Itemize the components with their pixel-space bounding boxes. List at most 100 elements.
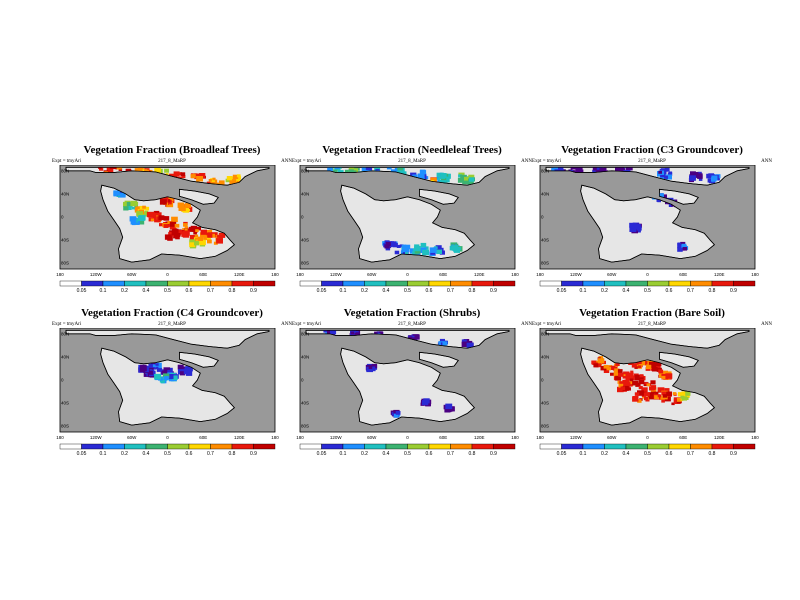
period-label: ANN [281, 322, 292, 327]
field-cell [575, 168, 583, 174]
colorbar-label: 0.05 [77, 288, 87, 294]
colorbar-label: 0.8 [709, 288, 716, 294]
field-cell [638, 359, 646, 366]
x-tick-label: 0 [646, 435, 649, 440]
field-cell [207, 233, 213, 238]
field-cell [173, 171, 180, 177]
field-cell [460, 174, 467, 181]
field-cell [129, 216, 137, 222]
y-tick-label: 40N [61, 191, 69, 196]
colorbar-label: 0.5 [644, 288, 651, 294]
experiment-label: Expt = tmyAri [52, 322, 82, 327]
field-cell [159, 199, 167, 205]
field-cell [445, 403, 453, 410]
x-tick-label: 180 [271, 435, 279, 440]
colorbar-label: 0.8 [469, 451, 476, 457]
field-cell [190, 174, 196, 179]
y-tick-label: 40S [61, 401, 69, 406]
x-tick-label: 0 [406, 435, 409, 440]
field-cell [634, 374, 642, 381]
map-plot: 80N 40N 0 40S 80S 180 120W 60W 0 60E 120E 180 0.05 0.… [56, 328, 279, 457]
colorbar-label: 0.1 [100, 288, 107, 294]
field-cell [439, 250, 445, 255]
colorbar-segment [81, 443, 104, 450]
field-cell [130, 200, 138, 207]
field-cell [600, 365, 607, 371]
field-cell [167, 221, 172, 224]
field-cell [148, 363, 154, 368]
x-tick-label: 60E [679, 435, 687, 440]
x-tick-label: 180 [511, 272, 519, 277]
x-tick-label: 120E [234, 272, 245, 277]
colorbar-segment [450, 280, 473, 287]
y-tick-label: 40N [541, 354, 549, 359]
field-cell [661, 399, 665, 403]
colorbar-segment [59, 443, 82, 450]
field-cell [665, 174, 672, 180]
field-cell [200, 232, 207, 238]
field-cell [436, 249, 442, 254]
field-cell [553, 167, 558, 170]
field-cell [668, 203, 673, 207]
field-cell [165, 173, 169, 176]
field-cell [404, 244, 411, 250]
field-cell [232, 174, 239, 179]
chart-panel: Vegetation Fraction (Needleleaf Trees) Ex… [292, 144, 532, 314]
colorbar-label: 0.2 [601, 451, 608, 457]
field-cell [194, 234, 199, 238]
field-cell [419, 170, 427, 175]
x-tick-label: 120W [570, 272, 583, 277]
field-cell [216, 238, 223, 244]
coastline [100, 347, 235, 426]
field-cell [379, 331, 384, 335]
field-cell [679, 397, 684, 401]
colorbar-segment [407, 443, 430, 450]
experiment-label: Expt = tmyAri [52, 159, 82, 164]
field-cell [663, 396, 668, 400]
field-cell [371, 363, 378, 369]
field-cell [636, 229, 641, 233]
field-cell [642, 395, 646, 399]
map-frame [59, 165, 276, 270]
field-cell [671, 402, 675, 406]
colorbar-segment [231, 443, 254, 450]
map-frame [299, 328, 516, 433]
field-cell [161, 371, 165, 375]
field-cell [206, 237, 211, 241]
x-tick-label: 180 [536, 272, 544, 277]
field-cell [623, 371, 630, 377]
y-tick-label: 80S [541, 261, 549, 266]
field-cell [167, 236, 173, 241]
field-cell [412, 251, 417, 255]
field-cell [134, 168, 141, 173]
field-cell [155, 366, 159, 370]
field-cell [457, 177, 464, 183]
field-cell [572, 167, 579, 169]
experiment-label: Expt = tmyAri [292, 322, 322, 327]
chart-panel: Vegetation Fraction (Bare Soil) Expt = tm… [532, 307, 772, 477]
colorbar-segment [188, 443, 211, 450]
field-cell [650, 385, 657, 390]
period-label: ANN [761, 159, 772, 164]
field-cell [439, 338, 445, 343]
colorbar-segment [321, 443, 344, 450]
colorbar-segment [364, 443, 387, 450]
coastline [419, 188, 459, 205]
colorbar-segment [428, 443, 451, 450]
field-cell [163, 367, 171, 373]
colorbar-label: 0.1 [580, 451, 587, 457]
colorbar-label: 0.05 [317, 451, 327, 457]
colorbar-label: 0.4 [143, 288, 150, 294]
period-label: ANN [281, 159, 292, 164]
field-cell [678, 392, 684, 397]
field-cell [659, 396, 665, 400]
field-cell [402, 246, 410, 253]
chart-panel: Vegetation Fraction (Shrubs) Expt = tmyAr… [292, 307, 532, 477]
vegetation-field [138, 362, 193, 384]
field-cell [645, 364, 652, 370]
field-cell [622, 374, 626, 377]
colorbar-label: 0.4 [623, 288, 630, 294]
field-cell [184, 226, 188, 229]
field-cell [637, 390, 644, 396]
colorbar-label: 0.9 [730, 288, 737, 294]
